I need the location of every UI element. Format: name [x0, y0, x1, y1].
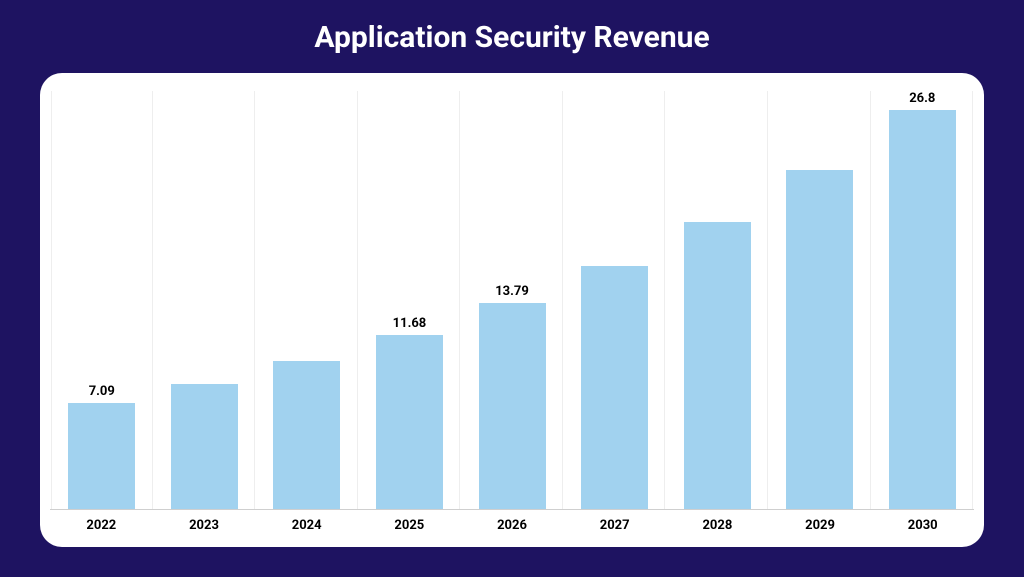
bar-value-label: 7.09 — [89, 384, 115, 399]
grid-line — [51, 91, 52, 509]
grid-line — [664, 91, 665, 509]
grid-line — [254, 91, 255, 509]
bar-column — [666, 91, 769, 509]
bar-column: 26.8 — [872, 91, 975, 509]
grid-line — [459, 91, 460, 509]
bar — [171, 384, 238, 509]
grid-line — [870, 91, 871, 509]
bar — [786, 170, 853, 509]
x-tick-label: 2026 — [461, 510, 564, 533]
bar — [581, 266, 648, 509]
bar — [376, 335, 443, 509]
grid-line — [357, 91, 358, 509]
bar-value-label: 11.68 — [393, 316, 427, 331]
bar-wrap — [666, 91, 768, 509]
bar-column — [564, 91, 667, 509]
bar-wrap: 7.09 — [51, 91, 153, 509]
bar — [889, 110, 956, 509]
bar — [68, 403, 135, 509]
x-tick-label: 2025 — [358, 510, 461, 533]
bar — [479, 303, 546, 509]
chart-card: 7.0911.6813.7926.8 202220232024202520262… — [40, 73, 984, 547]
bar-column — [256, 91, 359, 509]
x-tick-label: 2023 — [153, 510, 256, 533]
x-axis: 202220232024202520262027202820292030 — [50, 509, 974, 533]
x-tick-label: 2027 — [563, 510, 666, 533]
bar-wrap — [154, 91, 256, 509]
bar-wrap — [256, 91, 358, 509]
bar — [684, 222, 751, 509]
grid-line — [767, 91, 768, 509]
grid-line — [972, 91, 973, 509]
x-tick-label: 2029 — [769, 510, 872, 533]
bar-wrap: 26.8 — [872, 91, 974, 509]
bar-wrap — [769, 91, 871, 509]
grid-line — [562, 91, 563, 509]
bar-column — [154, 91, 257, 509]
bar-value-label: 13.79 — [495, 284, 529, 299]
bar-wrap: 11.68 — [359, 91, 461, 509]
chart-title: Application Security Revenue — [40, 20, 984, 55]
x-tick-label: 2030 — [871, 510, 974, 533]
bar — [273, 361, 340, 509]
bar-column: 7.09 — [50, 91, 154, 509]
x-tick-label: 2024 — [255, 510, 358, 533]
bar-columns: 7.09 11.68 13.79 26.8 — [50, 91, 974, 509]
plot-area: 7.09 11.68 13.79 26.8 — [50, 91, 974, 509]
bar-column — [769, 91, 872, 509]
bar-column: 11.68 — [359, 91, 462, 509]
x-tick-label: 2028 — [666, 510, 769, 533]
page: Application Security Revenue 7.09 11.68 13… — [0, 0, 1024, 577]
bar-column: 13.79 — [461, 91, 564, 509]
x-tick-label: 2022 — [50, 510, 153, 533]
bar-wrap: 13.79 — [461, 91, 563, 509]
grid-line — [152, 91, 153, 509]
bar-value-label: 26.8 — [909, 91, 935, 106]
bar-wrap — [564, 91, 666, 509]
